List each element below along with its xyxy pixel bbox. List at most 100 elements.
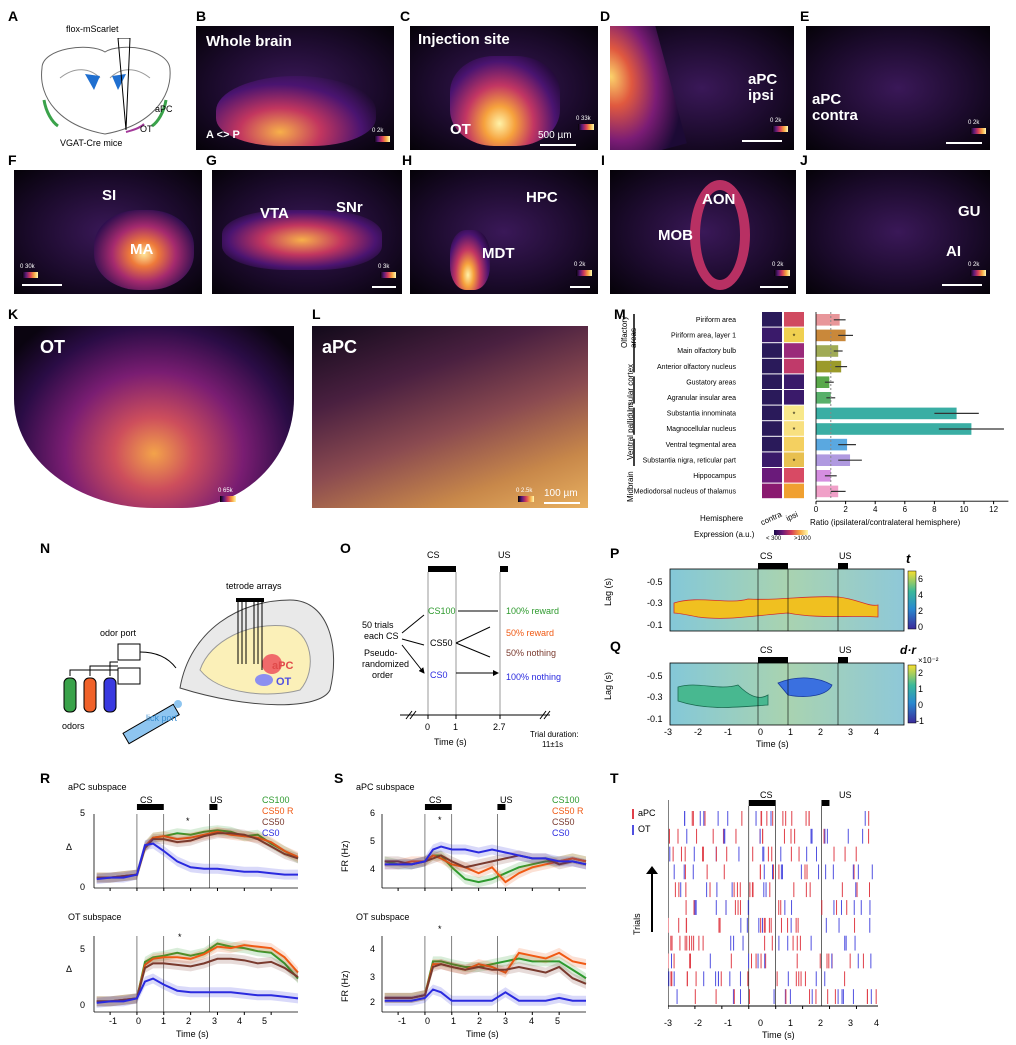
m-xtick-label: 2 [843,505,848,514]
m-xtick-label: 0 [814,505,819,514]
s-xtick-0: 0 [425,1016,431,1026]
o-cs-label: CS [427,550,440,560]
image-b-colorbar-label: 0 2k [372,128,384,134]
m-bar [816,376,830,388]
image-l-colorbar-label: 0 2.5k [516,488,533,494]
p-ytick-1: -0.5 [647,577,663,587]
r-xtick-m1: -1 [109,1016,118,1026]
q-xtick-0: 0 [758,727,764,737]
r-top-title: aPC subspace [68,782,127,792]
m-expression-label: Expression (a.u.) [694,530,755,539]
t-xtick-1: 1 [788,1018,794,1028]
image-k-title: OT [40,337,65,357]
m-heat-contra [762,483,782,499]
r-xtick-5: 5 [262,1016,268,1026]
r-legend-cs100: CS100 [262,795,290,805]
r-ytick-top-5: 5 [80,808,86,818]
t-xtick-m2: -2 [694,1018,703,1028]
image-k-ot: OT 250 µm 0 65k [14,326,294,508]
panel-m-chart: Piriform area Piriform area, layer 1 * Main… [633,312,1009,514]
s-xtick-5: 5 [555,1016,561,1026]
image-j-label-gu: GU [958,203,981,220]
m-xtick-label: 8 [932,505,937,514]
panel-a-top-label: flox-mScarlet [66,24,119,34]
t-trials-arrow [651,870,653,932]
o-duration-2: 11±1s [542,740,564,749]
s-star-top: * [438,815,442,825]
m-heat-contra [762,421,782,436]
o-xlabel: Time (s) [434,737,467,747]
q-ytick-1: -0.5 [647,671,663,681]
image-d-scalebar [742,140,782,142]
panel-o-task [400,566,551,720]
n-odors-label: odors [62,721,85,731]
q-xtick-1: 1 [788,727,794,737]
m-hemisphere-label: Hemisphere [700,514,744,523]
m-expression-colorbar [774,530,808,535]
s-xtick-2: 2 [477,1016,483,1026]
m-heat-ipsi [784,312,804,327]
q-colorbar-exp: ×10⁻² [918,656,939,665]
panel-label-k: K [8,306,19,322]
image-d-label: aPC ipsi [748,71,778,104]
m-group-ventral: Ventral pallidum [626,403,635,460]
s-legend-cs100: CS100 [552,795,580,805]
panel-label-h: H [402,152,413,168]
m-heat-ipsi [784,405,804,421]
p-ylabel: Lag (s) [603,577,613,606]
m-region-label: Agranular insular area [667,395,736,402]
series-band [96,825,299,883]
m-xtick-label: 6 [903,505,908,514]
m-xlabel: Ratio (ipsilateral/contralateral hemisph… [810,518,961,527]
m-xtick-label: 12 [989,505,998,514]
image-f-colorbar [22,272,38,278]
m-heat-contra [762,405,782,421]
image-e-label: aPC contra [812,91,858,124]
m-region-label: Substantia nigra, reticular part [643,457,736,464]
image-i-aon-mob: AON MOB 0 2k [610,170,796,294]
m-region-label: Piriform area [696,317,736,324]
t-xtick-m3: -3 [664,1018,673,1028]
image-k-scalebar-label: 250 µm [250,488,284,499]
m-star: * [793,334,796,341]
m-region-label: Hippocampus [693,473,736,480]
image-g-vta-snr: VTA SNr 0 3k [212,170,402,294]
m-bar [816,314,840,326]
s-cs-label: CS [429,795,442,805]
m-heat-ipsi [784,452,804,467]
image-l-title: aPC [322,337,358,357]
p-cbar-tick-2: 2 [918,606,924,616]
m-heat-contra [762,343,782,358]
m-heat-ipsi [784,483,804,499]
image-d-colorbar-label: 0 2k [770,118,782,124]
image-k-colorbar-label: 0 65k [218,488,233,494]
m-heat-ipsi [784,327,804,343]
r-us-label: US [210,795,223,805]
image-l-apc: aPC 100 µm 0 2.5k [312,326,588,508]
m-heat-ipsi [784,468,804,483]
r-bot-title: OT subspace [68,912,122,922]
t-cs-label: CS [760,790,773,800]
m-region-label: Mediodorsal nucleus of thalamus [634,489,737,496]
n-odorport-label: odor port [100,628,137,638]
m-group-olfactory: Olfactory areas [620,315,638,348]
series-band [96,826,299,883]
q-us-label: US [839,645,852,655]
r-xtick-1: 1 [161,1016,167,1026]
s-ytick-top-5: 5 [370,836,376,846]
image-c-scalebar-label: 500 µm [538,130,572,141]
panel-label-j: J [800,152,808,168]
image-c-injection-site: Injection site OT 500 µm 0 33k [410,26,598,150]
m-exp-low: < 300 [766,536,782,542]
r-ylabel-bot: Δ [66,964,73,974]
image-g-label-vta: VTA [260,205,289,222]
image-f-scalebar [22,284,62,286]
s-ytick-top-4: 4 [370,864,376,874]
image-f-label-si: SI [102,187,117,204]
image-g-colorbar [380,272,396,278]
m-bar [816,407,957,420]
o-left-1: 50 trials [362,620,394,630]
panel-label-g: G [206,152,217,168]
m-bar [816,392,831,404]
m-star: * [793,427,796,434]
